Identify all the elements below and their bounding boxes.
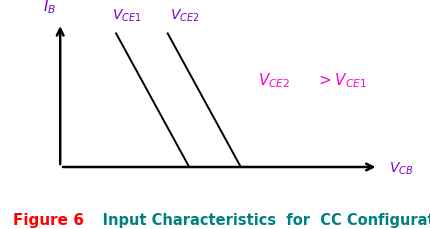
Text: $V_{CE1}$: $V_{CE1}$ [112, 8, 141, 24]
Text: Input Characteristics  for  CC Configuration: Input Characteristics for CC Configurati… [82, 212, 430, 227]
Text: $> V_{CE1}$: $> V_{CE1}$ [316, 71, 367, 90]
Text: $I_B$: $I_B$ [43, 0, 56, 16]
Text: $V_{CE2}$: $V_{CE2}$ [170, 8, 200, 24]
Text: $V_{CE2}$: $V_{CE2}$ [258, 71, 290, 90]
Text: $V_{CB}$: $V_{CB}$ [389, 160, 414, 176]
Text: Figure 6: Figure 6 [13, 212, 84, 227]
